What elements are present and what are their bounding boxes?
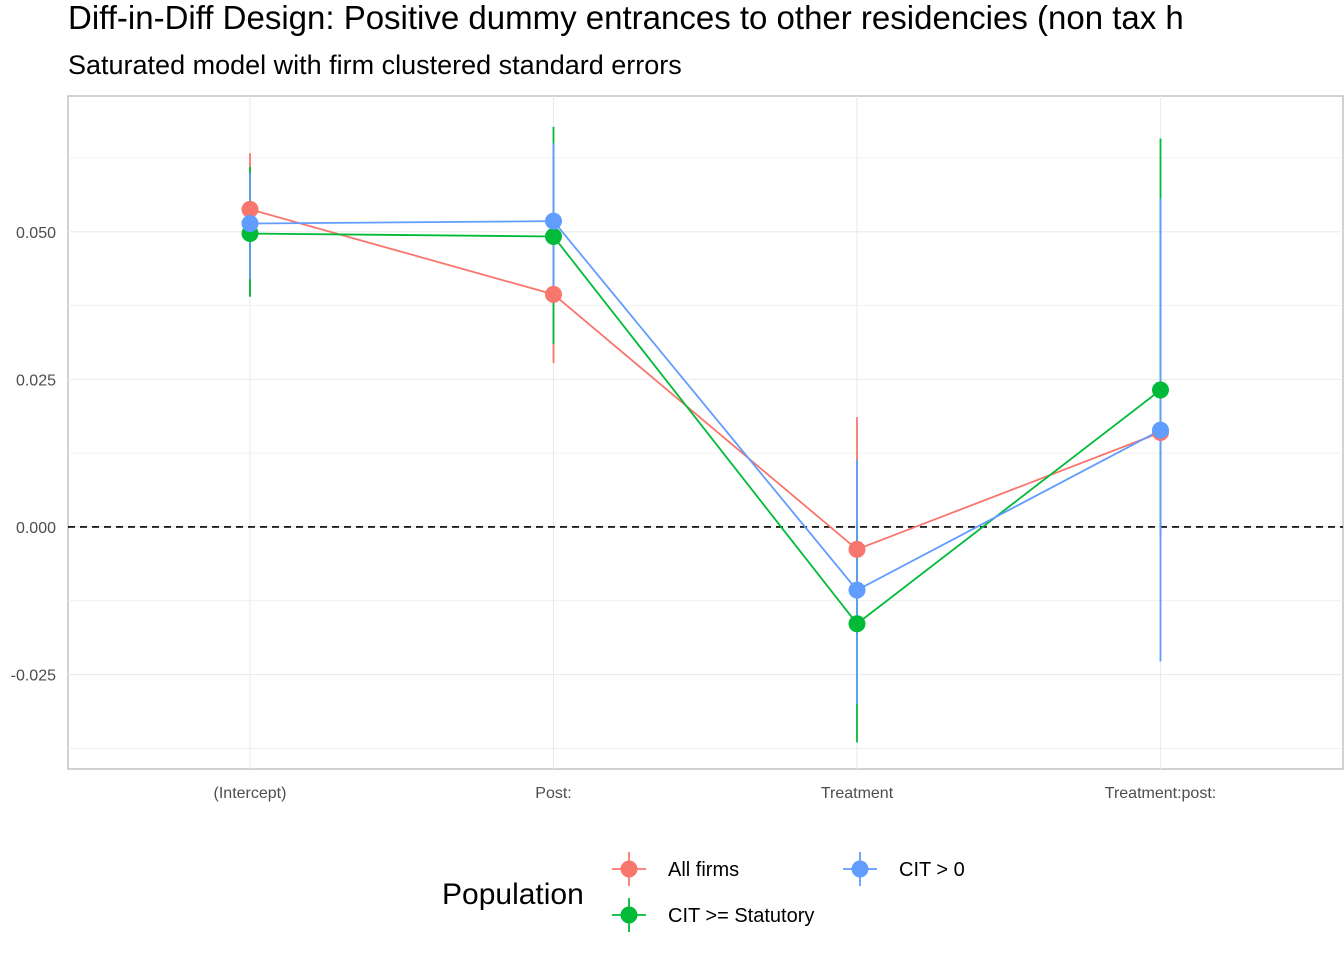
data-point: [545, 285, 562, 303]
data-point: [1152, 381, 1169, 399]
series-line: [249, 220, 1161, 592]
legend-items: All firms CIT >= Statutory CIT > 0: [612, 852, 965, 932]
y-axis: -0.025 0.000 0.025 0.050: [11, 225, 56, 685]
data-point: [241, 215, 259, 233]
y-tick-label: 0.025: [16, 372, 56, 389]
gridlines: [68, 96, 1343, 769]
legend-label: All firms: [668, 859, 739, 881]
series-points: [241, 200, 1169, 633]
x-tick-label: Treatment: [821, 785, 894, 802]
x-tick-label: (Intercept): [214, 785, 287, 802]
data-point: [545, 212, 562, 230]
data-point: [1152, 421, 1169, 439]
series-line: [249, 232, 1162, 626]
series-line: [249, 208, 1161, 551]
data-point: [848, 540, 866, 558]
plot-panel-border: [67, 95, 1344, 770]
y-tick-label: 0.000: [16, 520, 56, 537]
error-bars: [249, 126, 1162, 743]
y-tick-label: -0.025: [11, 668, 56, 685]
legend-title: Population: [442, 878, 584, 911]
data-point: [848, 581, 866, 599]
legend-key-point: [851, 860, 869, 878]
legend-label: CIT > 0: [899, 859, 965, 881]
data-point: [848, 615, 866, 633]
chart-subtitle: Saturated model with firm clustered stan…: [68, 50, 682, 80]
legend-key-point: [620, 860, 638, 878]
data-point: [241, 200, 259, 218]
x-tick-label: Post:: [535, 785, 571, 802]
series-lines: [249, 208, 1162, 626]
chart-title: Diff-in-Diff Design: Positive dummy entr…: [68, 0, 1184, 36]
legend-label: CIT >= Statutory: [668, 905, 814, 927]
data-point: [545, 228, 562, 246]
y-tick-label: 0.050: [16, 225, 56, 242]
legend: Population All firms CIT >= Statutory CIT …: [442, 852, 965, 932]
x-tick-label: Treatment:post:: [1105, 785, 1216, 802]
x-axis: (Intercept) Post: Treatment Treatment:post:: [214, 785, 1217, 802]
legend-key-point: [620, 906, 638, 924]
